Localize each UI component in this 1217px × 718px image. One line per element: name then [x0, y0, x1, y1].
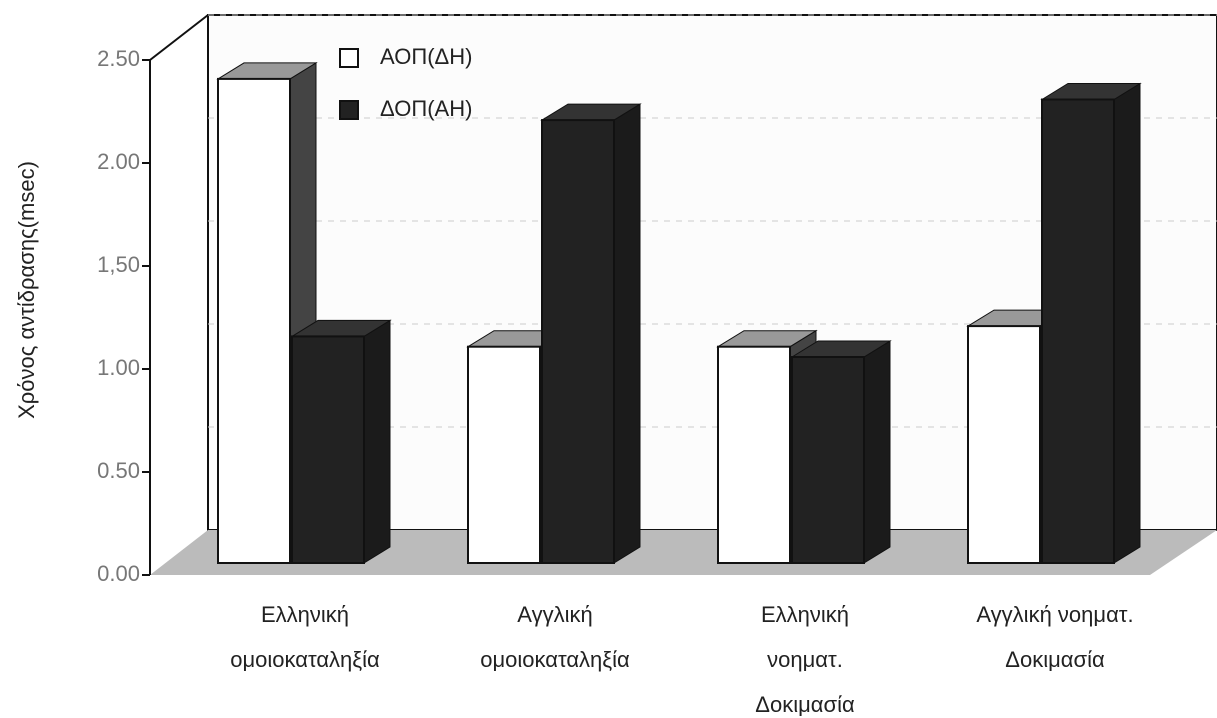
x-tick-label: ομοιοκαταληξία — [480, 647, 630, 672]
floor — [150, 530, 1217, 575]
x-tick-label: Αγγλική νοηματ. — [976, 602, 1133, 627]
legend-label: ΑΟΠ(ΔΗ) — [380, 44, 472, 69]
x-tick-label: ομοιοκαταληξία — [230, 647, 380, 672]
bar — [541, 119, 615, 564]
x-tick-label: Δοκιμασία — [1005, 647, 1105, 672]
x-tick-label: Ελληνική — [261, 602, 349, 627]
bar-side — [863, 340, 891, 564]
bar — [967, 325, 1041, 564]
x-tick-label: Δοκιμασία — [755, 692, 855, 717]
bar — [1041, 98, 1115, 564]
legend-label: ΔΟΠ(ΑΗ) — [380, 96, 472, 121]
bar-side — [613, 103, 641, 564]
bar-side — [1113, 82, 1141, 564]
bar — [717, 345, 791, 565]
legend-swatch — [339, 100, 359, 120]
x-tick-label: Ελληνική — [761, 602, 849, 627]
bar — [791, 356, 865, 564]
y-tick-label: 0.00 — [97, 561, 140, 586]
y-tick-label: 1.00 — [97, 355, 140, 380]
x-tick-label: Αγγλική — [517, 602, 592, 627]
y-tick-label: 1,50 — [97, 252, 140, 277]
bar — [467, 345, 541, 565]
bar — [217, 77, 291, 565]
y-tick-label: 0.50 — [97, 458, 140, 483]
bar-side — [363, 319, 391, 564]
legend-swatch — [339, 48, 359, 68]
y-tick-label: 2.50 — [97, 46, 140, 71]
bar — [291, 335, 365, 564]
x-tick-label: νοηματ. — [767, 647, 843, 672]
y-tick-label: 2.00 — [97, 149, 140, 174]
wall-edge — [149, 14, 209, 61]
y-axis-label: Χρόνος αντίδρασης(msec) — [14, 161, 39, 419]
